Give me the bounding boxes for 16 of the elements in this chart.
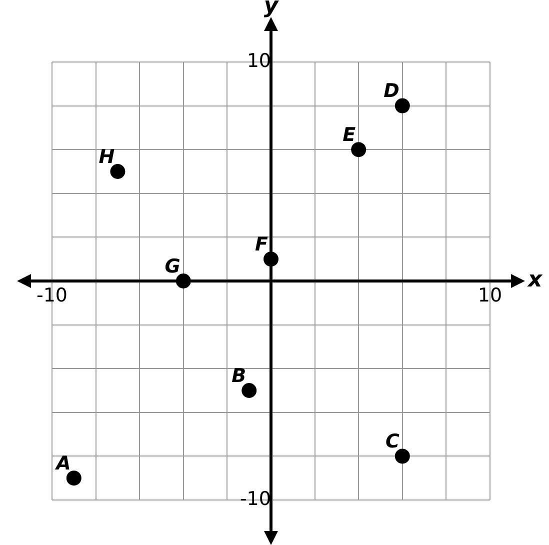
point	[242, 383, 257, 398]
x-axis-title: x	[527, 268, 543, 293]
point	[110, 164, 126, 179]
y-axis-title: y	[264, 0, 280, 19]
annotation: A	[54, 452, 71, 475]
point	[66, 470, 82, 486]
point	[394, 98, 410, 114]
annotation: G	[164, 255, 180, 278]
point	[394, 448, 410, 464]
annotation: B	[232, 364, 246, 387]
annotation: C	[385, 430, 400, 453]
annotation: H	[98, 146, 115, 168]
annotation: F	[255, 234, 268, 256]
annotation: D	[384, 80, 400, 102]
annotation: E	[342, 124, 356, 146]
point	[351, 142, 366, 158]
